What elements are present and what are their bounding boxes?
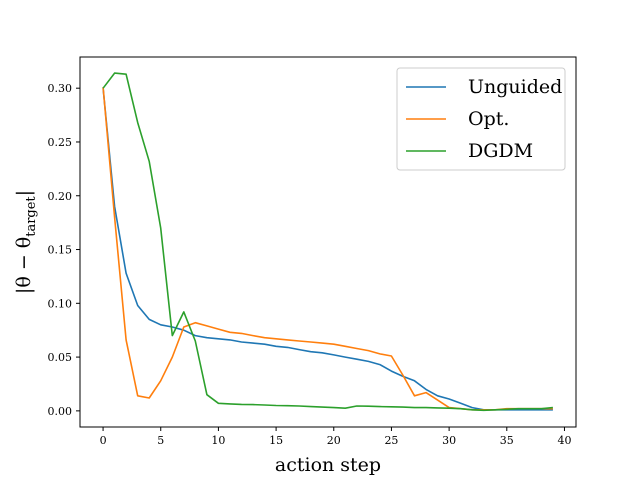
series-layer xyxy=(102,72,553,412)
legend-label-unguided: Unguided xyxy=(468,76,562,98)
y-tick-label: 0.15 xyxy=(48,244,73,257)
series-line-unguided xyxy=(102,88,553,411)
y-axis-label: |θ − θtarget| xyxy=(13,190,39,294)
series-line-dgdm xyxy=(102,72,553,412)
x-axis-label: action step xyxy=(275,454,381,476)
x-tick-label: 5 xyxy=(157,434,164,447)
legend-label-opt: Opt. xyxy=(468,108,509,130)
plot-frame xyxy=(79,56,577,428)
x-tick-label: 35 xyxy=(500,434,514,447)
y-axis-ticks: 0.00 0.05 0.10 0.15 0.20 0.25 0.30 xyxy=(48,82,80,418)
y-tick-label: 0.05 xyxy=(48,351,73,364)
y-axis-label-main: |θ − θ xyxy=(13,237,35,294)
y-tick-label: 0.25 xyxy=(48,136,73,149)
y-axis-label-subscript: target xyxy=(24,196,39,237)
legend-box xyxy=(396,67,566,171)
x-tick-label: 40 xyxy=(557,434,571,447)
x-tick-label: 25 xyxy=(384,434,398,447)
y-axis-label-end: | xyxy=(13,190,35,196)
y-tick-label: 0.10 xyxy=(48,297,73,310)
legend: Unguided Opt. DGDM xyxy=(396,67,566,171)
y-tick-label: 0.00 xyxy=(48,405,73,418)
x-tick-label: 10 xyxy=(211,434,225,447)
x-tick-label: 0 xyxy=(100,434,107,447)
y-tick-label: 0.20 xyxy=(48,190,73,203)
x-tick-label: 30 xyxy=(442,434,456,447)
y-tick-label: 0.30 xyxy=(48,82,73,95)
x-axis-ticks: 0 5 10 15 20 25 30 35 40 xyxy=(100,427,571,447)
x-tick-label: 15 xyxy=(269,434,283,447)
legend-label-dgdm: DGDM xyxy=(468,140,533,162)
x-tick-label: 20 xyxy=(327,434,341,447)
